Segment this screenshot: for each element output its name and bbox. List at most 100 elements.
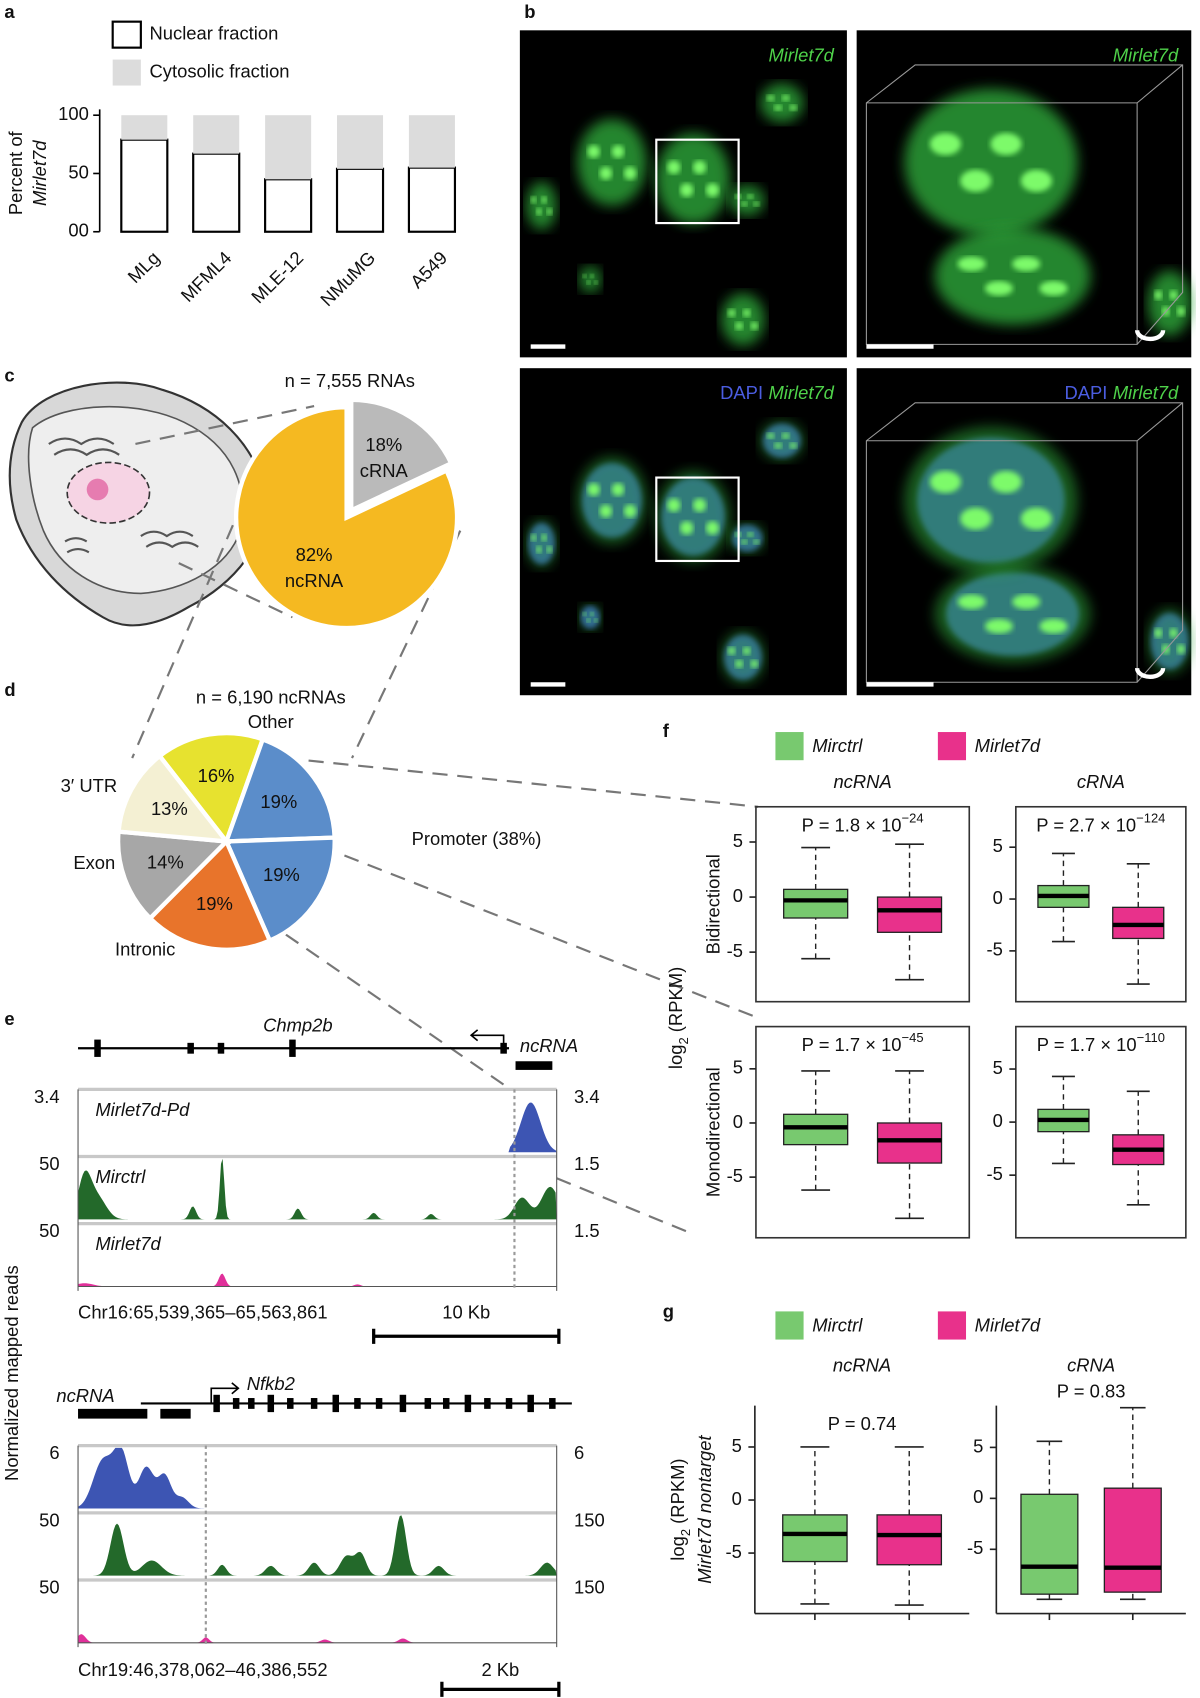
- rna-stain: [526, 181, 557, 230]
- rna-spot: [1154, 290, 1163, 300]
- rna-spot: [541, 196, 547, 204]
- pie-slice: [349, 397, 455, 514]
- scale-bar: [372, 1328, 561, 1344]
- rna-spot: [1177, 306, 1185, 317]
- rna-spot: [705, 521, 720, 535]
- exon: [464, 1394, 472, 1413]
- column-title: cRNA: [1067, 1354, 1115, 1375]
- exon: [94, 1039, 101, 1057]
- legend-label: Nuclear fraction: [150, 23, 279, 44]
- rna-spot: [960, 169, 992, 192]
- exon: [332, 1394, 340, 1413]
- pie-slice: [147, 837, 273, 952]
- rna-spot: [1169, 628, 1178, 638]
- track-scale: 1.5: [574, 1153, 600, 1174]
- track-scale: 1.5: [574, 1220, 600, 1241]
- value-label: 14%: [147, 852, 184, 873]
- rna-stain: [760, 421, 804, 461]
- rna-spot: [929, 132, 962, 156]
- scale-label: 2 Kb: [481, 1659, 519, 1680]
- y-tick-label: -5: [986, 1163, 1002, 1184]
- track-scale: 3.4: [34, 1086, 60, 1107]
- label-part: DAPI: [720, 382, 763, 403]
- legend-label: Cytosolic fraction: [150, 60, 290, 81]
- exon: [527, 1394, 534, 1413]
- label-part: 2: [678, 1529, 693, 1536]
- slice-label: Other: [248, 711, 294, 732]
- legend-label: Mirctrl: [812, 735, 863, 756]
- y-tick-label: 5: [993, 1057, 1003, 1078]
- rna-spot: [1020, 507, 1053, 530]
- rna-spot: [957, 256, 986, 272]
- rna-stain: [904, 88, 1078, 237]
- rna-spot: [990, 470, 1022, 493]
- rna-spot: [1012, 594, 1041, 610]
- pie-slice: [223, 835, 337, 944]
- rna-spot: [774, 104, 783, 111]
- exon: [399, 1394, 407, 1413]
- box: [1103, 1487, 1162, 1593]
- bar-segment: [335, 167, 385, 233]
- label-part: log: [667, 1536, 688, 1561]
- micrograph-label: DAPI Mirlet7d: [1064, 382, 1179, 403]
- bar-segment: [408, 115, 455, 168]
- rna-spot: [599, 166, 613, 180]
- label-part: (RPKM): [667, 1458, 688, 1529]
- p-value: P = 0.74: [828, 1413, 897, 1434]
- rna-spot: [753, 201, 760, 207]
- rna-stain: [904, 426, 1078, 574]
- rna-spot: [735, 659, 744, 668]
- p-value-text: P = 1.7 × 10: [802, 1034, 902, 1055]
- slice-label: Intronic: [115, 939, 175, 960]
- rna-stain: [934, 565, 1091, 663]
- bar-segment: [337, 115, 384, 169]
- p-value: P = 1.7 × 10−110: [1037, 1030, 1165, 1055]
- genome-block: [77, 1382, 572, 1697]
- legend-swatch: [111, 20, 142, 49]
- rna-stain: [577, 119, 647, 206]
- p-value: P = 2.7 × 10−124: [1036, 810, 1165, 835]
- exon: [442, 1398, 450, 1409]
- box: [782, 1514, 848, 1563]
- p-value: P = 0.83: [1057, 1380, 1126, 1401]
- label-part: 2: [676, 1037, 691, 1044]
- rna-stain: [721, 631, 765, 684]
- exon: [354, 1398, 361, 1409]
- column-title: ncRNA: [833, 771, 891, 792]
- slice-label: 3′ UTR: [61, 775, 118, 796]
- y-tick-label: 5: [973, 1435, 983, 1456]
- y-tick-label: 5: [733, 830, 743, 851]
- value-label: 19%: [260, 791, 297, 812]
- rna-spot: [747, 532, 754, 537]
- track-scale: 50: [39, 1509, 59, 1530]
- exon: [187, 1042, 194, 1054]
- p-value-text: P = 0.74: [828, 1413, 897, 1434]
- rna-spot: [611, 145, 625, 159]
- label-part: DAPI: [1064, 382, 1107, 403]
- rna-spot: [590, 612, 595, 616]
- track-scale: 50: [39, 1220, 59, 1241]
- rna-stain: [729, 523, 765, 554]
- box: [783, 888, 849, 919]
- exon: [248, 1398, 255, 1409]
- rna-spot: [546, 208, 553, 216]
- signal-track: [78, 1515, 557, 1576]
- rna-spot: [735, 322, 744, 330]
- pie-title: n = 6,190 ncRNAs: [196, 686, 346, 707]
- zoom-box: [655, 476, 740, 563]
- bar-segment: [407, 166, 457, 233]
- y-tick-label: 5: [993, 835, 1003, 856]
- exon: [505, 1398, 513, 1409]
- tss-arrow: [210, 1382, 240, 1404]
- row-label: Bidirectional: [703, 854, 724, 954]
- y-tick-label: -5: [967, 1537, 983, 1558]
- rna-stain: [729, 185, 765, 216]
- track-name: Mirctrl: [95, 1166, 146, 1187]
- y-axis-label: Normalized mapped reads: [1, 1265, 22, 1481]
- rna-spot: [753, 539, 760, 545]
- rna-spot: [741, 539, 748, 545]
- pie-slice: [223, 736, 337, 844]
- y-tick-label: 0: [973, 1486, 983, 1507]
